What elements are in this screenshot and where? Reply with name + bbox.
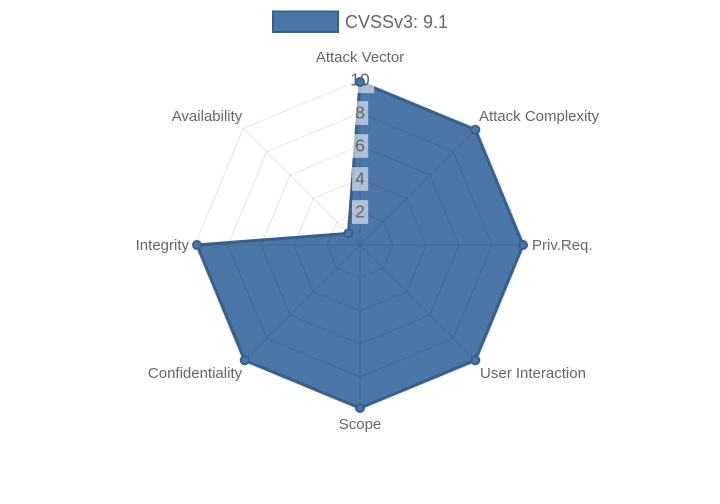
svg-text:Availability: Availability [172,108,243,125]
svg-text:Confidentiality: Confidentiality [148,365,243,382]
svg-text:Attack Complexity: Attack Complexity [479,108,600,125]
svg-text:CVSSv3: 9.1: CVSSv3: 9.1 [345,12,448,32]
svg-text:6: 6 [355,136,365,156]
svg-text:4: 4 [355,169,365,189]
svg-text:Scope: Scope [339,416,382,433]
svg-text:Priv.Req.: Priv.Req. [532,237,593,254]
svg-text:2: 2 [355,202,365,222]
svg-text:Integrity: Integrity [136,237,190,254]
svg-text:8: 8 [355,103,365,123]
svg-text:User Interaction: User Interaction [480,365,586,382]
svg-text:Attack Vector: Attack Vector [316,49,404,66]
